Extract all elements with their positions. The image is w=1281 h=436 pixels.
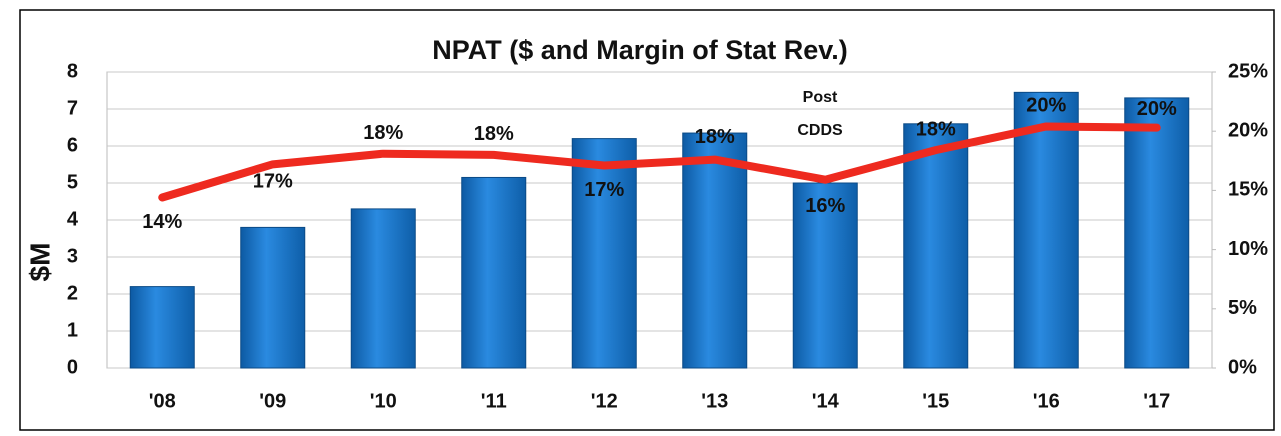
bar — [792, 182, 858, 369]
bar — [461, 176, 527, 369]
y-tick-label: 0 — [67, 356, 78, 378]
y2-tick-label: 25% — [1228, 60, 1268, 82]
bar — [682, 132, 748, 369]
x-tick-label: '15 — [922, 390, 949, 412]
bar — [129, 286, 195, 369]
chart-title: NPAT ($ and Margin of Stat Rev.) — [432, 35, 848, 65]
y2-tick-label: 0% — [1228, 356, 1257, 378]
y2-tick-label: 20% — [1228, 119, 1268, 141]
annotation: CDDS — [797, 122, 843, 139]
data-label: 18% — [916, 118, 956, 140]
y-tick-label: 6 — [67, 134, 78, 156]
y-tick-label: 7 — [67, 97, 78, 119]
bar — [240, 226, 306, 369]
data-label: 17% — [584, 179, 624, 201]
x-tick-label: '09 — [259, 390, 286, 412]
y2-tick-label: 10% — [1228, 238, 1268, 260]
x-tick-label: '11 — [481, 390, 507, 412]
data-label: 14% — [142, 211, 182, 233]
data-label: 18% — [474, 123, 514, 145]
bar — [903, 123, 969, 369]
data-label: 20% — [1026, 95, 1066, 117]
bar — [571, 138, 637, 369]
y-axis-label: $M — [24, 243, 55, 282]
data-label: 18% — [363, 122, 403, 144]
chart-border — [19, 9, 1275, 431]
data-label: 18% — [695, 126, 735, 148]
bar — [1124, 97, 1190, 369]
y-tick-label: 2 — [67, 282, 78, 304]
y-tick-label: 4 — [67, 208, 79, 230]
x-tick-label: '17 — [1143, 390, 1170, 412]
y-tick-label: 5 — [67, 171, 78, 193]
x-tick-label: '14 — [812, 390, 840, 412]
data-label: 16% — [805, 195, 845, 217]
data-label: 17% — [253, 171, 293, 193]
x-tick-label: '12 — [591, 390, 618, 412]
y2-tick-label: 15% — [1228, 179, 1268, 201]
bar — [1013, 91, 1079, 369]
y-tick-label: 3 — [67, 245, 78, 267]
data-label: 20% — [1137, 98, 1177, 120]
annotation: Post — [803, 89, 838, 106]
line — [158, 122, 1161, 202]
bar — [350, 208, 416, 369]
x-tick-label: '16 — [1033, 390, 1060, 412]
y2-tick-label: 5% — [1228, 297, 1257, 319]
x-tick-label: '13 — [701, 390, 728, 412]
y-tick-label: 1 — [67, 319, 78, 341]
x-tick-label: '10 — [370, 390, 397, 412]
x-tick-label: '08 — [149, 390, 176, 412]
y-tick-label: 8 — [67, 60, 78, 82]
